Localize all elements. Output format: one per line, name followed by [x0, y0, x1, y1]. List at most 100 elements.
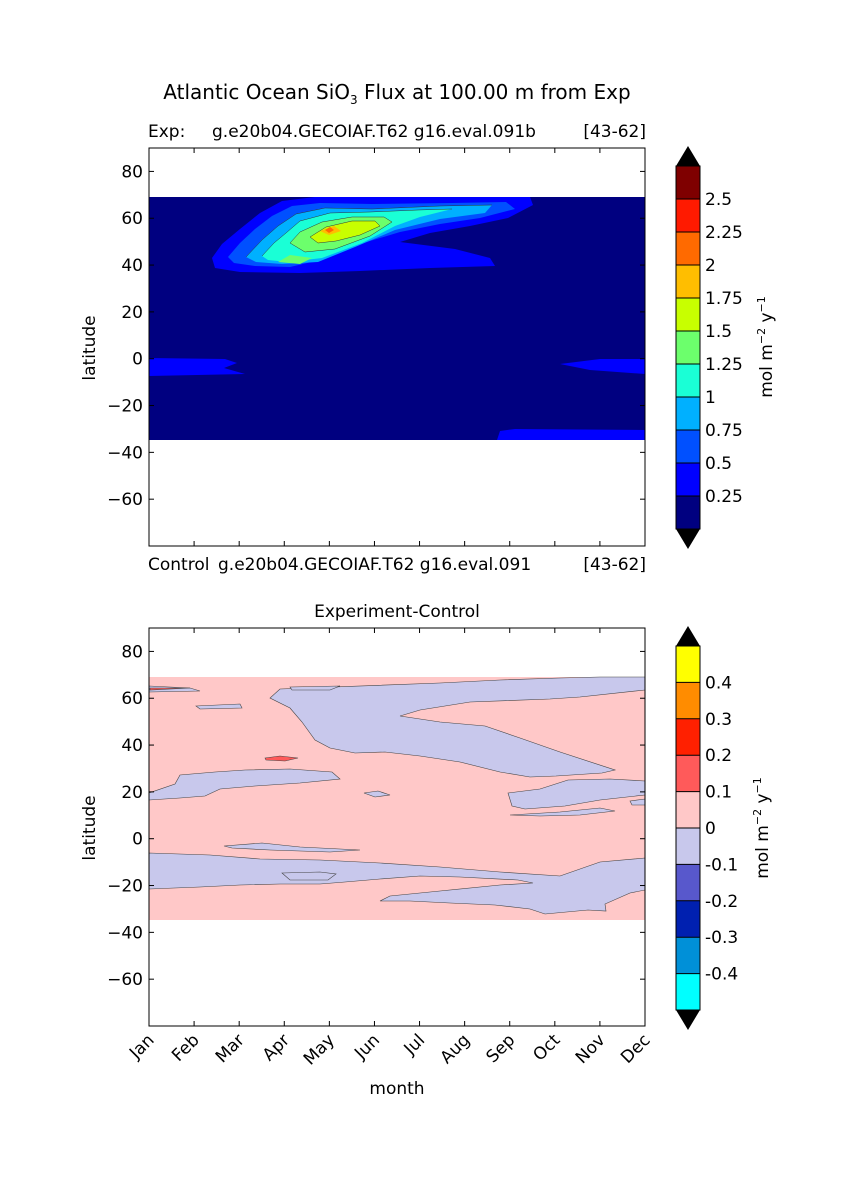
colorbar-swatch [676, 755, 700, 793]
bottom-y-axis-label: latitude [80, 795, 100, 860]
x-tick-label: Mar [212, 1030, 249, 1067]
x-tick-label: Feb [168, 1030, 203, 1065]
top-axes-frame [148, 147, 646, 547]
bottom-colorbar-unit: mol m−2 y−1 [751, 777, 773, 879]
y-tick-label: 60 [121, 209, 143, 229]
bottom-small-patch-3 [223, 842, 361, 853]
x-tick-label: Oct [529, 1030, 564, 1065]
colorbar-swatch [676, 682, 700, 720]
colorbar-tick-label: 2 [705, 256, 716, 276]
top-contour-field [149, 197, 645, 440]
bottom-x-tick-labels: Jan Feb Mar Apr May Jun Jul Aug Sep Oct Nov Dec [125, 1030, 654, 1069]
colorbar-tick-label: 0 [705, 819, 716, 839]
x-tick-label: Aug [437, 1030, 475, 1068]
bottom-contour-field [149, 676, 645, 920]
colorbar-swatch [676, 397, 700, 431]
bottom-positive-spot-2 [149, 687, 191, 691]
top-case-label: g.e20b04.GECOIAF.T62 g16.eval.091b [212, 122, 536, 142]
colorbar-frame [675, 165, 701, 530]
colorbar-swatch [676, 791, 700, 829]
bottom-small-patch-2 [363, 790, 391, 798]
colorbar-extend-max [676, 146, 700, 166]
figure-title: Atlantic Ocean SiO3 Flux at 100.00 m fro… [163, 80, 630, 107]
x-tick-label: Jul [400, 1030, 429, 1059]
bottom-axes-frame [148, 627, 646, 1027]
x-tick-label: Jan [125, 1030, 158, 1063]
colorbar-tick-label: 1.75 [705, 289, 743, 309]
bottom-small-patch-1 [195, 703, 243, 710]
top-bloom-peak [325, 227, 334, 233]
y-tick-label: 60 [121, 689, 143, 709]
bottom-colorbar: 0.4 0.3 0.2 0.1 0 -0.1 -0.2 -0.3 -0.4 [675, 626, 738, 1030]
colorbar-tick-label: 1.25 [705, 355, 743, 375]
colorbar-swatch [676, 496, 700, 530]
bottom-y-ticks [149, 650, 645, 980]
colorbar-tick-label: 0.4 [705, 673, 732, 693]
top-control-case-label: g.e20b04.GECOIAF.T62 g16.eval.091 [218, 555, 531, 575]
y-tick-label: 80 [121, 642, 143, 662]
top-control-label: Control [148, 555, 209, 575]
top-y-ticks [149, 170, 645, 500]
bottom-x-axis-label: month [369, 1079, 424, 1099]
top-exp-label: Exp: [148, 122, 185, 142]
top-colorbar: 2.5 2.25 2 1.75 1.5 1.25 1 0.75 0.5 0.25 [675, 146, 743, 549]
colorbar-tick-label: -0.1 [705, 855, 738, 875]
colorbar-tick-label: 0.2 [705, 746, 732, 766]
y-tick-label: 40 [121, 736, 143, 756]
bottom-panel: Experiment-Control 80 60 40 20 0 −20 −40 −60 Ja… [80, 602, 773, 1099]
colorbar-swatch [676, 828, 700, 865]
colorbar-extend-max [676, 626, 700, 646]
y-tick-label: 0 [132, 350, 143, 370]
bottom-x-ticks [148, 628, 646, 1026]
top-colorbar-unit: mol m−2 y−1 [755, 296, 777, 398]
colorbar-swatch [676, 900, 700, 938]
colorbar-swatch [676, 331, 700, 365]
colorbar-swatch [676, 265, 700, 299]
y-tick-label: −20 [107, 877, 143, 897]
colorbar-tick-label: 2.25 [705, 223, 743, 243]
bottom-east-negative-patches [507, 778, 645, 817]
x-tick-label: Dec [617, 1030, 654, 1067]
top-y-tick-labels: 80 60 40 20 0 −20 −40 −60 [107, 162, 143, 510]
colorbar-tick-label: 0.1 [705, 783, 732, 803]
colorbar-tick-label: 0.5 [705, 454, 732, 474]
colorbar-swatch [676, 937, 700, 975]
x-tick-label: Apr [259, 1030, 294, 1065]
colorbar-swatch [676, 646, 700, 683]
colorbar-tick-label: -0.2 [705, 892, 738, 912]
y-tick-label: −60 [107, 970, 143, 990]
y-tick-label: 20 [121, 783, 143, 803]
y-tick-label: 40 [121, 256, 143, 276]
x-tick-label: Sep [482, 1030, 519, 1067]
top-equatorial-band-east [560, 359, 645, 374]
top-control-range-label: [43-62] [583, 555, 646, 575]
y-tick-label: −20 [107, 397, 143, 417]
colorbar-swatch [676, 166, 700, 200]
colorbar-swatch [676, 430, 700, 464]
x-tick-label: Nov [572, 1030, 610, 1068]
y-tick-label: 20 [121, 303, 143, 323]
top-contour-lines [245, 204, 493, 258]
top-x-ticks [148, 148, 646, 546]
top-southern-band [497, 429, 645, 440]
bottom-southern-negative-band [149, 852, 645, 915]
colorbar-swatch [676, 232, 700, 266]
top-range-label: [43-62] [583, 122, 646, 142]
top-panel: Exp: g.e20b04.GECOIAF.T62 g16.eval.091b … [80, 122, 777, 575]
colorbar-tick-label: 1 [705, 388, 716, 408]
bottom-subtropical-negative-band [149, 768, 341, 801]
colorbar-tick-label: -0.4 [705, 965, 738, 985]
y-tick-label: −60 [107, 490, 143, 510]
bottom-positive-spot [264, 755, 299, 762]
y-tick-label: 0 [132, 830, 143, 850]
colorbar-extend-min [676, 1010, 700, 1030]
colorbar-tick-label: 2.5 [705, 190, 732, 210]
bottom-y-tick-labels: 80 60 40 20 0 −20 −40 −60 [107, 642, 143, 990]
top-bloom-level-6 [310, 221, 380, 243]
colorbar-swatch [676, 199, 700, 233]
colorbar-tick-label: 0.75 [705, 421, 743, 441]
colorbar-swatch [676, 364, 700, 398]
colorbar-swatch [676, 298, 700, 332]
colorbar-swatch [676, 864, 700, 902]
